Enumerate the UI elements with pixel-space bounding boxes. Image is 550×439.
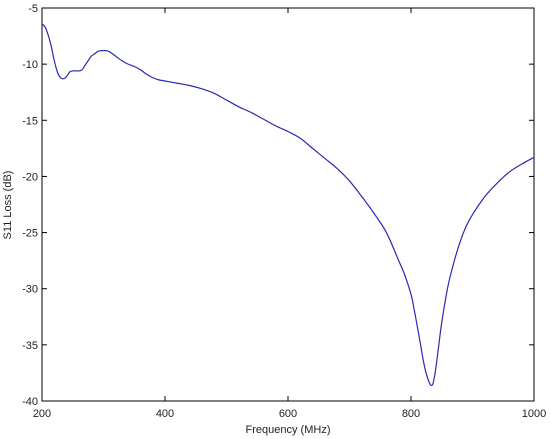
x-tick-label: 200 bbox=[33, 408, 51, 420]
y-tick-label: -30 bbox=[22, 284, 38, 296]
y-tick-label: -40 bbox=[22, 396, 38, 408]
y-tick-label: -20 bbox=[22, 171, 38, 183]
x-tick-label: 600 bbox=[279, 408, 297, 420]
y-tick-label: -10 bbox=[22, 59, 38, 71]
y-axis-label: S11 Loss (dB) bbox=[2, 171, 14, 240]
y-tick-label: -5 bbox=[28, 3, 38, 15]
x-tick-label: 400 bbox=[156, 408, 174, 420]
tick-marks bbox=[41, 7, 535, 402]
y-tick-label: -25 bbox=[22, 228, 38, 240]
x-tick-label: 800 bbox=[402, 408, 420, 420]
tick-labels: 200 400 600 800 1000 -5 -10 -15 -20 -25 -30 -35 -40 bbox=[22, 3, 546, 420]
series-line bbox=[41, 23, 535, 386]
y-tick-label: -15 bbox=[22, 115, 38, 127]
x-axis-label: Frequency (MHz) bbox=[246, 424, 331, 436]
x-tick-label: 1000 bbox=[522, 408, 546, 420]
y-tick-label: -35 bbox=[22, 340, 38, 352]
plot-area-frame bbox=[41, 7, 535, 402]
